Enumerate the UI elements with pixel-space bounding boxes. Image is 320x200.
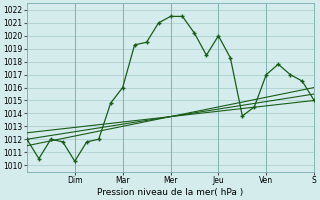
X-axis label: Pression niveau de la mer( hPa ): Pression niveau de la mer( hPa ) bbox=[97, 188, 244, 197]
